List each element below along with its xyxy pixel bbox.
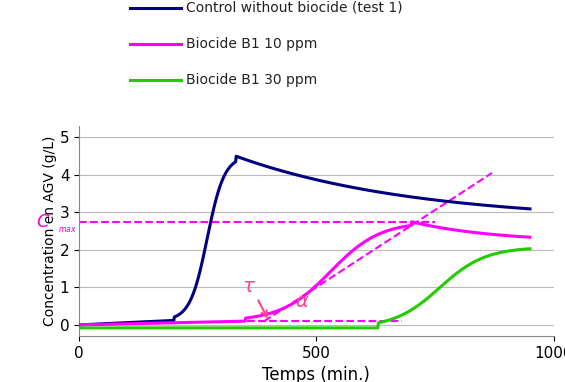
Text: $_{max}$: $_{max}$ — [58, 225, 77, 235]
Y-axis label: Concentration en AGV (g/L): Concentration en AGV (g/L) — [43, 136, 57, 326]
Text: $\alpha$: $\alpha$ — [295, 291, 310, 311]
Text: Control without biocide (test 1): Control without biocide (test 1) — [186, 1, 403, 15]
Text: $\tau$: $\tau$ — [242, 277, 256, 296]
Text: Biocide B1 10 ppm: Biocide B1 10 ppm — [186, 37, 318, 51]
Text: Biocide B1 30 ppm: Biocide B1 30 ppm — [186, 73, 318, 87]
X-axis label: Temps (min.): Temps (min.) — [263, 366, 370, 382]
Text: $C$: $C$ — [36, 213, 51, 231]
